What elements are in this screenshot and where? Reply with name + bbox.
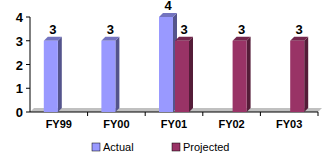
y-tick-label: 2: [16, 58, 23, 73]
y-tick: [26, 17, 30, 18]
x-tick-label: FY02: [218, 118, 244, 130]
legend-label: Projected: [183, 141, 229, 153]
y-tick-label: 4: [16, 10, 24, 25]
bar-front: [175, 41, 189, 112]
bar: [233, 37, 251, 112]
bar-front: [290, 41, 304, 112]
bar-front: [159, 17, 173, 112]
bar: [159, 13, 177, 112]
bar-top: [233, 37, 251, 41]
bar: [101, 37, 119, 112]
data-label: 3: [49, 22, 56, 37]
bar: [175, 37, 193, 112]
bar: [44, 37, 62, 112]
data-label: 3: [296, 22, 303, 37]
data-label: 4: [164, 0, 172, 13]
x-tick: [87, 112, 88, 116]
data-label: 3: [180, 22, 187, 37]
y-tick-label: 0: [16, 105, 23, 120]
x-axis: [30, 112, 318, 113]
chart-svg: 01234FY99FY00FY01FY02FY03334333ActualPro…: [0, 0, 327, 164]
bar-front: [44, 41, 58, 112]
bar-side: [247, 37, 251, 112]
legend: Actual Projected: [92, 141, 229, 153]
y-tick: [26, 40, 30, 41]
legend-label: Actual: [103, 141, 134, 153]
x-tick-label: FY03: [276, 118, 302, 130]
bars: [44, 13, 308, 112]
y-tick: [26, 112, 30, 113]
x-tick-label: FY00: [103, 118, 129, 130]
bar: [290, 37, 308, 112]
x-tick: [202, 112, 203, 116]
y-tick: [26, 88, 30, 89]
bar-top: [101, 37, 119, 41]
legend-swatch: [172, 143, 180, 151]
x-tick: [145, 112, 146, 116]
chart: 01234FY99FY00FY01FY02FY03334333ActualPro…: [0, 0, 327, 164]
bar-side: [304, 37, 308, 112]
y-tick: [26, 64, 30, 65]
bar-side: [189, 37, 193, 112]
data-label: 3: [238, 22, 245, 37]
bar-top: [290, 37, 308, 41]
bar-front: [101, 41, 115, 112]
bar-top: [175, 37, 193, 41]
bar-side: [115, 37, 119, 112]
bar-front: [233, 41, 247, 112]
y-tick-label: 3: [16, 34, 23, 49]
bar-side: [58, 37, 62, 112]
x-tick-label: FY01: [161, 118, 187, 130]
y-tick-label: 1: [16, 81, 23, 96]
x-tick: [260, 112, 261, 116]
x-tick-label: FY99: [46, 118, 72, 130]
x-tick: [318, 112, 319, 116]
data-label: 3: [107, 22, 114, 37]
bar-top: [159, 13, 177, 17]
legend-swatch: [92, 143, 100, 151]
bar-top: [44, 37, 62, 41]
